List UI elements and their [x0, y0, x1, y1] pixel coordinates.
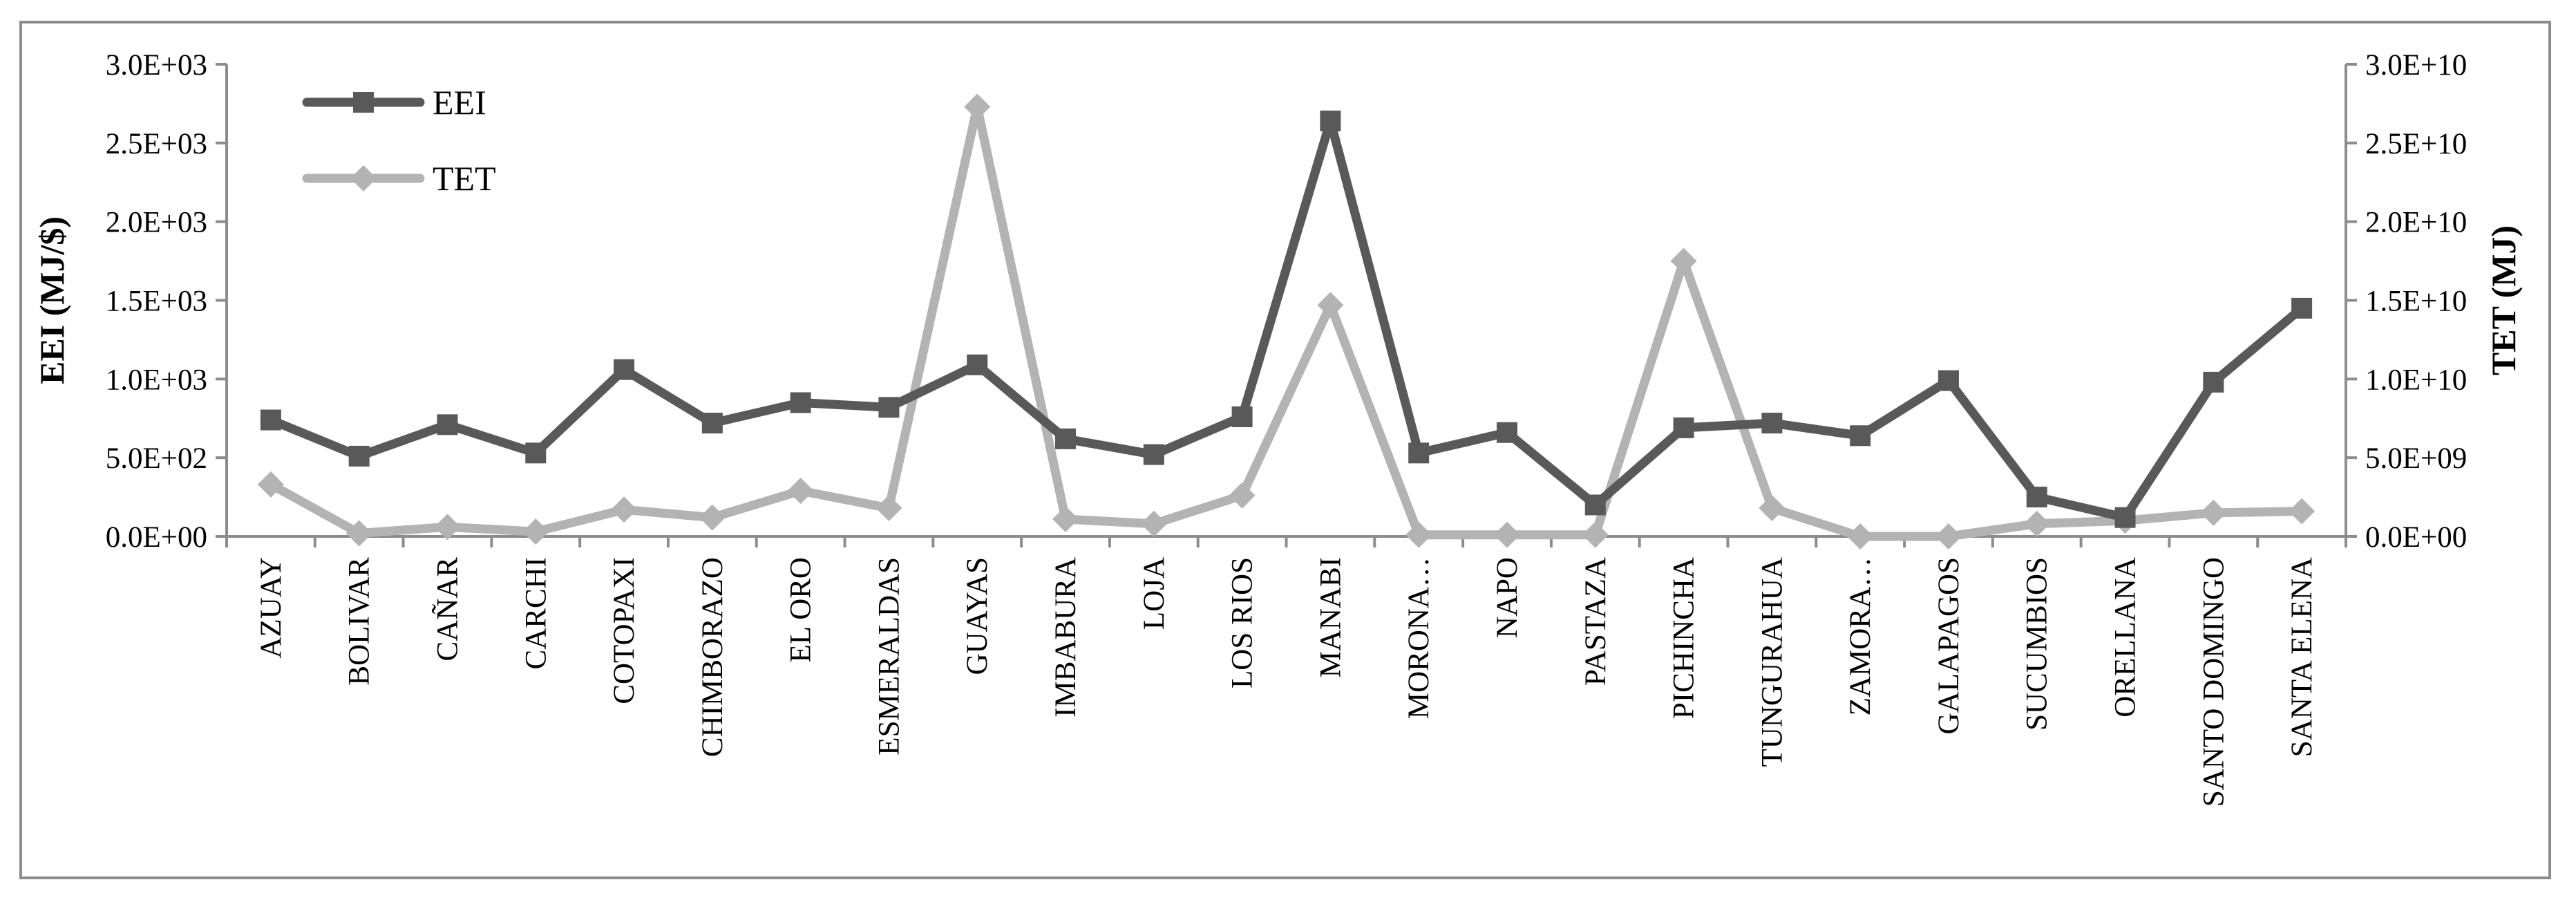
data-point-eei	[437, 414, 458, 435]
x-axis-category-label: SUCUMBIOS	[2021, 557, 2054, 731]
x-axis-category-label: PASTAZA	[1580, 557, 1612, 686]
x-axis-category-label: CHIMBORAZO	[697, 557, 729, 757]
data-point-eei	[1143, 444, 1164, 465]
x-axis-category-label: EL ORO	[785, 557, 817, 662]
data-point-tet	[1759, 495, 1786, 522]
x-axis-category-label: AZUAY	[255, 557, 287, 659]
data-point-eei	[2026, 487, 2047, 508]
data-point-tet	[434, 514, 461, 541]
right-axis-title: TET (MJ)	[2484, 225, 2523, 375]
data-point-tet	[2200, 499, 2227, 526]
data-point-eei	[2114, 507, 2136, 528]
left-axis-tick-label: 2.0E+03	[106, 207, 207, 239]
data-point-tet	[2023, 510, 2050, 537]
data-point-tet	[522, 518, 549, 545]
right-axis-tick-label: 0.0E+00	[2365, 521, 2467, 554]
legend-label-eei: EEI	[433, 83, 486, 122]
x-axis-category-label: ESMERALDAS	[873, 557, 905, 756]
data-point-eei	[878, 397, 900, 418]
data-point-tet	[1140, 510, 1167, 537]
data-point-tet	[1935, 523, 1962, 550]
data-point-tet	[1670, 247, 1697, 274]
x-axis-category-label: SANTA ELENA	[2286, 557, 2318, 757]
data-point-tet	[1317, 292, 1344, 319]
data-point-tet	[257, 471, 284, 498]
right-axis-tick-label: 1.5E+10	[2365, 285, 2467, 318]
data-point-eei	[967, 354, 988, 375]
data-point-tet	[1847, 523, 1874, 550]
left-axis-title: EEI (MJ/$)	[32, 216, 71, 384]
data-point-eei	[260, 409, 281, 431]
data-point-eei	[790, 392, 811, 413]
x-axis-category-label: SANTO DOMINGO	[2197, 557, 2230, 807]
x-axis-category-label: LOJA	[1138, 557, 1171, 630]
x-axis-category-label: CARCHI	[520, 557, 552, 669]
x-axis-category-label: IMBABURA	[1050, 557, 1082, 718]
x-axis-category-label: TUNGURAHUA	[1756, 557, 1788, 767]
data-point-tet	[875, 495, 902, 522]
series-line-eei	[266, 116, 2307, 523]
data-point-tet	[787, 477, 814, 504]
data-point-tet	[699, 504, 726, 531]
x-axis-category-label: ZAMORA…	[1844, 557, 1877, 715]
data-point-tet	[1405, 521, 1432, 548]
legend-marker-eei	[353, 92, 374, 113]
data-point-eei	[2291, 297, 2313, 319]
data-point-eei	[1496, 422, 1517, 443]
left-axis-tick-label: 2.5E+03	[106, 128, 207, 160]
data-point-tet	[345, 520, 372, 547]
data-point-eei	[1584, 494, 1606, 516]
data-point-tet	[611, 496, 638, 523]
x-axis-category-label: PICHINCHA	[1668, 557, 1701, 719]
data-point-eei	[1850, 425, 1871, 447]
x-axis-category-label: LOS RIOS	[1227, 557, 1259, 688]
data-point-tet	[1493, 521, 1520, 548]
data-point-eei	[2203, 371, 2224, 393]
x-axis-category-label: CAÑAR	[431, 557, 464, 662]
x-axis-category-label: GALAPAGOS	[1933, 557, 1965, 734]
left-axis-tick-label: 5.0E+02	[106, 442, 207, 475]
data-point-eei	[701, 413, 723, 434]
series-line-tet	[266, 102, 2307, 541]
data-point-tet	[964, 93, 991, 120]
legend-marker-tet	[350, 165, 377, 191]
data-point-tet	[1582, 521, 1609, 548]
right-axis-tick-label: 1.0E+10	[2365, 364, 2467, 396]
left-axis-tick-label: 1.0E+03	[106, 364, 207, 396]
x-axis-category-label: MANABI	[1314, 557, 1347, 677]
data-point-eei	[1673, 417, 1694, 438]
x-axis-category-label: ORELLANA	[2110, 557, 2142, 718]
data-point-eei	[614, 359, 635, 380]
right-axis-tick-label: 3.0E+10	[2365, 49, 2467, 82]
x-axis-category-label: GUAYAS	[961, 557, 994, 675]
data-point-eei	[1320, 110, 1341, 131]
left-axis-tick-label: 0.0E+00	[106, 521, 207, 554]
data-point-eei	[1761, 413, 1783, 434]
data-point-eei	[348, 445, 370, 467]
data-point-tet	[2289, 498, 2315, 525]
data-point-eei	[1938, 370, 1959, 391]
right-axis-tick-label: 2.5E+10	[2365, 128, 2467, 160]
x-axis-category-label: MORONA…	[1403, 557, 1435, 719]
data-point-eei	[1231, 406, 1253, 427]
chart-frame	[19, 21, 2551, 879]
data-point-tet	[1229, 482, 1256, 509]
left-axis-tick-label: 3.0E+03	[106, 49, 207, 82]
right-axis-tick-label: 5.0E+09	[2365, 442, 2467, 475]
legend-label-tet: TET	[433, 159, 496, 198]
x-axis-category-label: BOLIVAR	[343, 557, 376, 686]
left-axis-tick-label: 1.5E+03	[106, 285, 207, 318]
data-point-eei	[1408, 442, 1430, 464]
data-point-eei	[1055, 428, 1077, 449]
right-axis-tick-label: 2.0E+10	[2365, 207, 2467, 239]
data-point-eei	[525, 442, 547, 464]
data-point-tet	[1052, 505, 1079, 532]
x-axis-category-label: NAPO	[1491, 557, 1524, 638]
x-axis-category-label: COTOPAXI	[608, 557, 641, 704]
